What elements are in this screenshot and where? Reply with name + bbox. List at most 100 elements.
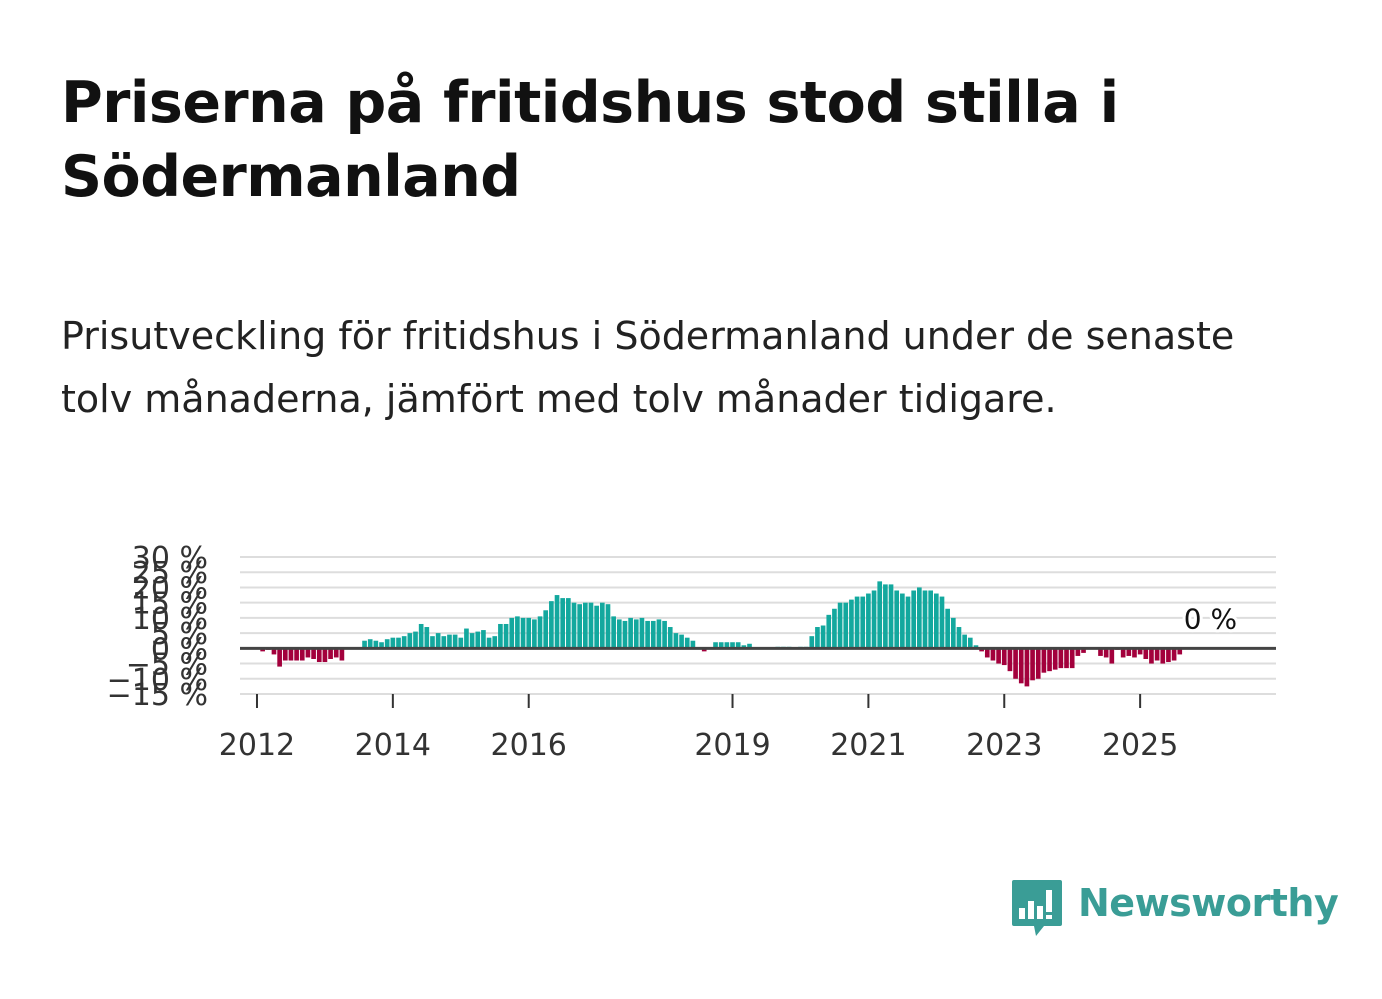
grid-lines [240, 556, 1276, 695]
bar [1064, 648, 1069, 669]
bar [684, 637, 690, 649]
bar [282, 648, 288, 661]
bar [724, 642, 730, 649]
bar [979, 648, 984, 652]
bar [1149, 648, 1154, 664]
bar [1058, 648, 1064, 669]
bar [492, 636, 498, 649]
bar [990, 648, 996, 661]
bar [316, 648, 322, 663]
bar [1035, 648, 1041, 679]
bar [1018, 648, 1024, 684]
bar [362, 640, 367, 649]
bar [424, 627, 430, 649]
bar [339, 648, 345, 661]
chart-title: Priserna på fritidshus stod stilla i Söd… [61, 70, 1119, 210]
bar [384, 639, 390, 649]
y-tick-label: 0 % [151, 632, 208, 667]
bar [1143, 648, 1149, 659]
bar [1177, 648, 1183, 655]
bar [650, 620, 656, 649]
x-tick-label: 2019 [694, 728, 770, 763]
bar [713, 642, 718, 649]
bar [554, 595, 560, 649]
bar [469, 633, 475, 649]
x-tick-label: 2012 [219, 728, 295, 763]
bar [1103, 648, 1109, 658]
bar [883, 584, 888, 649]
bar [418, 623, 424, 649]
bar [367, 639, 373, 649]
bar [996, 648, 1001, 664]
bar [1030, 648, 1035, 681]
brand-name: Newsworthy [1078, 881, 1339, 925]
bar [1007, 648, 1013, 672]
bar [679, 634, 684, 649]
bar [537, 616, 543, 649]
bar [922, 590, 928, 649]
bar [503, 623, 509, 649]
bar [1052, 648, 1058, 670]
bar [526, 617, 532, 649]
bar [1001, 648, 1007, 666]
y-tick-label: −5 % [126, 648, 208, 683]
bar [1075, 648, 1081, 656]
bar [288, 648, 294, 661]
bar [860, 596, 866, 649]
bar [1081, 648, 1086, 653]
bar [633, 619, 639, 649]
bar [917, 587, 922, 649]
bar [849, 599, 854, 649]
bar [441, 636, 447, 649]
bar [583, 602, 588, 649]
bar [1098, 648, 1103, 656]
bar [532, 619, 537, 649]
bar [656, 619, 662, 649]
bar [1171, 648, 1177, 661]
x-tick-label: 2025 [1102, 728, 1178, 763]
x-tick-label: 2014 [355, 728, 431, 763]
bar [888, 584, 894, 649]
bar [294, 648, 299, 661]
bar [475, 631, 481, 649]
newsworthy-logo: Newsworthy [1010, 878, 1339, 940]
bar [747, 643, 752, 649]
bar [730, 642, 735, 649]
y-tick-label: −15 % [107, 678, 208, 713]
bar [735, 642, 741, 649]
bars [260, 581, 1183, 687]
bar [973, 645, 979, 649]
bar [515, 616, 520, 649]
bar [639, 617, 645, 649]
bar [826, 614, 832, 649]
bar [905, 596, 911, 649]
bar [390, 637, 396, 649]
bar [877, 581, 883, 649]
latest-value-label: 0 % [1184, 602, 1237, 635]
bar [277, 648, 282, 667]
bar [509, 617, 515, 649]
bar [1132, 648, 1137, 658]
bar [622, 620, 628, 649]
bar [701, 648, 707, 652]
bar [373, 640, 379, 649]
bar [498, 623, 503, 649]
bar [435, 633, 441, 649]
bar [1109, 648, 1115, 664]
bar [458, 637, 464, 649]
bar [560, 598, 566, 649]
bar [1160, 648, 1166, 664]
y-tick-label: 5 % [151, 617, 208, 652]
bar [667, 627, 673, 649]
x-tick-label: 2016 [491, 728, 567, 763]
bar [1154, 648, 1160, 661]
bar [599, 602, 605, 649]
bar [690, 640, 696, 649]
bar [311, 648, 316, 659]
bar [718, 642, 724, 649]
bar [430, 636, 435, 649]
y-tick-label: 30 % [132, 541, 208, 576]
bar [662, 620, 667, 649]
bar [1166, 648, 1171, 663]
